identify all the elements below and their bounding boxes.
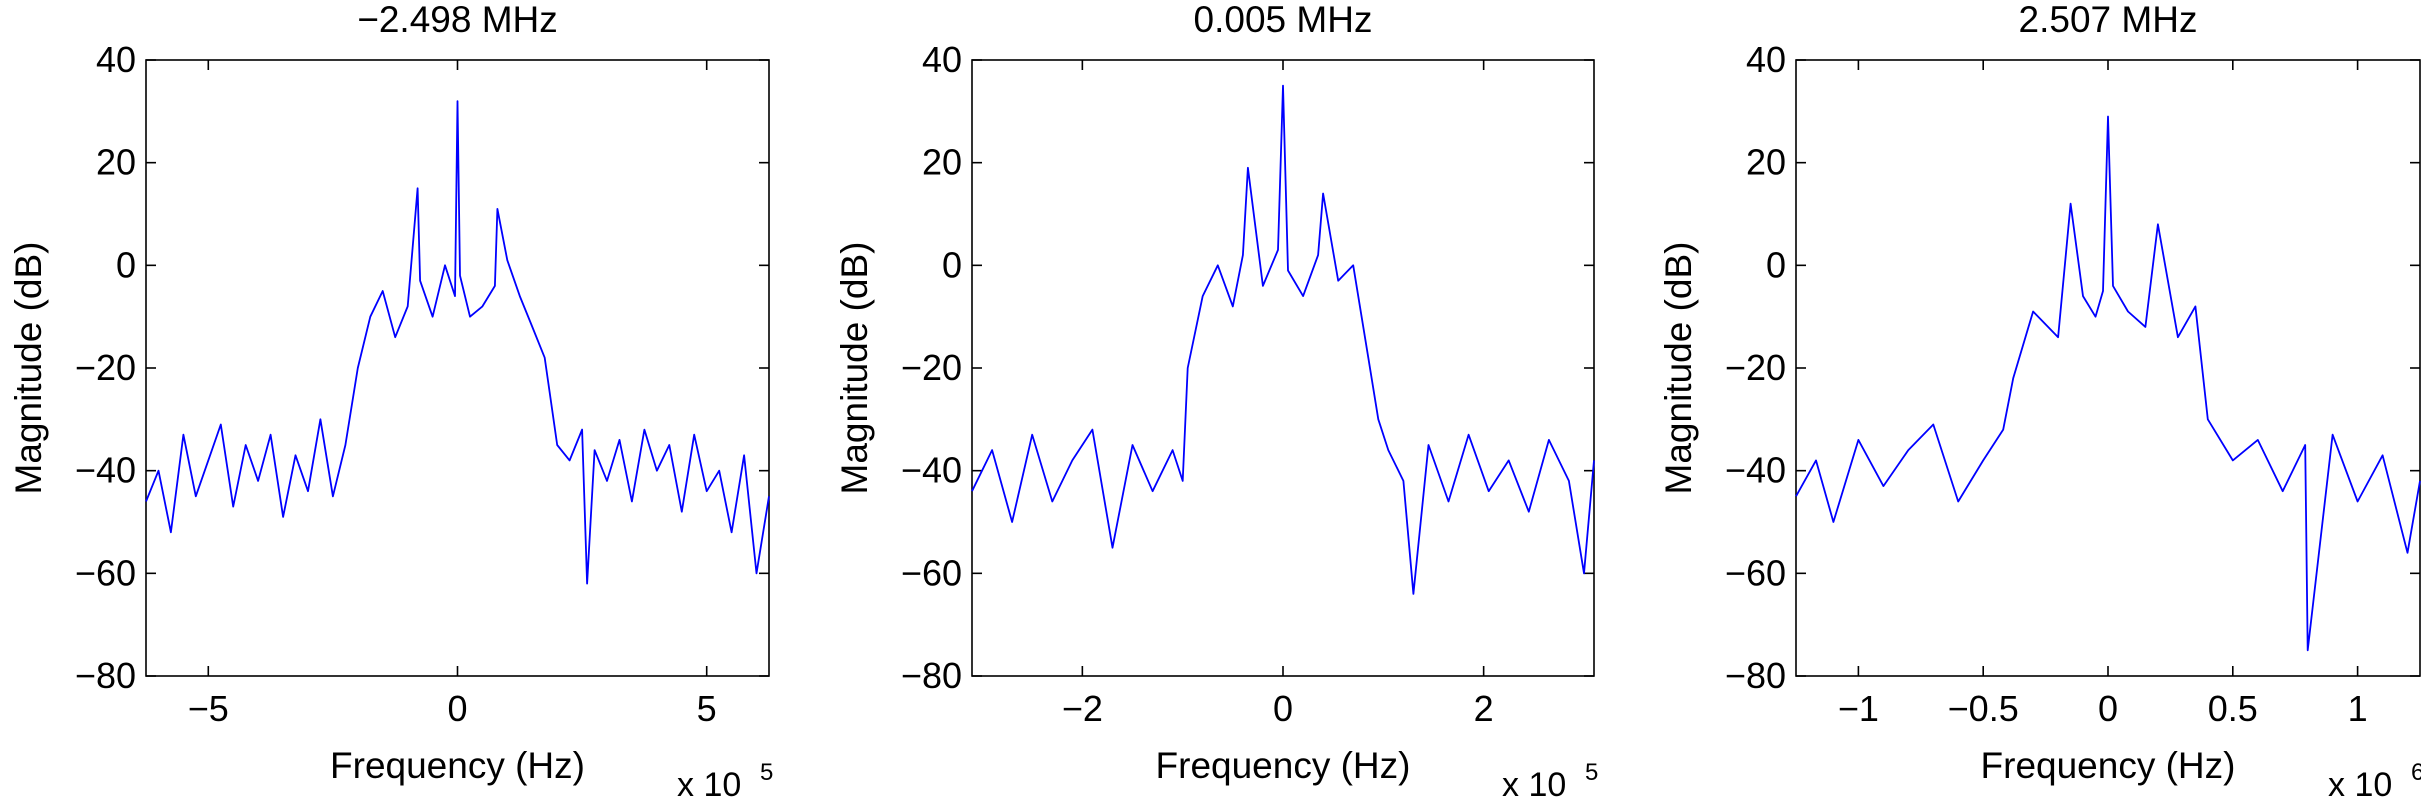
y-tick-label: −60 [75,552,136,593]
y-tick-label: 0 [116,244,136,285]
x-axis-exponent-base: x 10 [1502,766,1566,804]
x-tick-label: 0 [447,688,467,729]
y-tick-label: −20 [1725,347,1786,388]
y-tick-label: −40 [75,450,136,491]
x-tick-label: 1 [2348,688,2368,729]
y-tick-label: −40 [1725,450,1786,491]
y-tick-label: 20 [96,142,136,183]
y-axis-label: Magnitude (dB) [8,242,49,495]
x-axis-label: Frequency (Hz) [1981,745,2236,786]
y-tick-label: 40 [96,39,136,80]
x-tick-label: 5 [697,688,717,729]
x-tick-label: −2 [1062,688,1103,729]
x-tick-label: 0 [1273,688,1293,729]
y-tick-label: −80 [1725,655,1786,696]
y-tick-label: −20 [75,347,136,388]
y-tick-label: 20 [922,142,962,183]
y-tick-label: −80 [901,655,962,696]
y-tick-label: 40 [922,39,962,80]
x-tick-label: 2 [1474,688,1494,729]
y-tick-label: 0 [942,244,962,285]
spectrum-series-line [1795,115,2421,652]
subplot-title: 0.005 MHz [1194,0,1373,40]
x-axis-exponent-power: 5 [1585,759,1598,786]
y-tick-label: 20 [1746,142,1786,183]
y-axis-label: Magnitude (dB) [834,242,875,495]
subplot-title: −2.498 MHz [357,0,558,40]
x-axis-exponent-power: 5 [760,759,773,786]
y-tick-label: 40 [1746,39,1786,80]
x-axis-exponent-power: 6 [2411,759,2421,786]
y-tick-label: 0 [1766,244,1786,285]
spectrum-series-line [971,84,1595,595]
x-tick-label: 0 [2098,688,2118,729]
x-tick-label: −1 [1838,688,1879,729]
x-tick-label: −5 [188,688,229,729]
y-tick-label: −20 [901,347,962,388]
subplot-3: −80 −60 −40 −20 0 20 40 −1 −0.5 0 0.5 1 2.507 MHz Fre… [1658,0,2421,804]
x-tick-label: 0.5 [2208,688,2258,729]
y-axis-label: Magnitude (dB) [1658,242,1699,495]
x-tick-label: −0.5 [1948,688,2019,729]
y-tick-label: −80 [75,655,136,696]
y-tick-label: −60 [1725,552,1786,593]
x-axis-label: Frequency (Hz) [330,745,585,786]
x-axis-exponent-base: x 10 [2328,766,2392,804]
y-tick-label: −60 [901,552,962,593]
x-axis-exponent-base: x 10 [677,766,741,804]
subplot-title: 2.507 MHz [2019,0,2198,40]
y-tick-label: −40 [901,450,962,491]
x-axis-label: Frequency (Hz) [1156,745,1411,786]
subplot-1: −80 −60 −40 −20 0 20 40 −5 0 5 −2.498 MHz Frequency… [8,0,773,804]
spectrum-series-line [145,100,770,585]
